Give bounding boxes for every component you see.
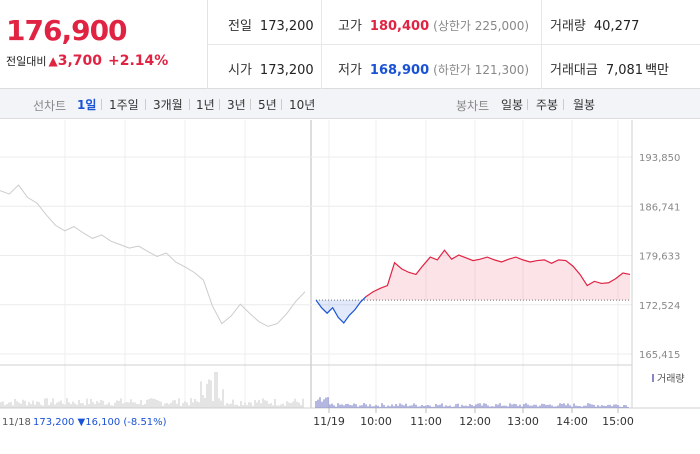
stat-label: 고가 <box>338 19 362 34</box>
divider <box>208 44 700 45</box>
stat-amount: 거래대금 7,081 백만 <box>550 59 669 78</box>
stat-label: 저가 <box>338 63 362 78</box>
y-tick-label: 172,524 <box>639 301 680 312</box>
stat-value: 173,200 <box>259 63 314 78</box>
tab-3year[interactable]: 3년 <box>227 98 246 112</box>
stat-volume: 거래량 40,277 <box>550 15 639 34</box>
down-area <box>316 296 366 323</box>
stat-unit: 백만 <box>645 63 669 78</box>
y-tick-label: 193,850 <box>639 153 680 164</box>
tab-5year[interactable]: 5년 <box>258 98 277 112</box>
stat-prev-close: 전일 173,200 <box>228 15 314 34</box>
stat-value: 180,400 <box>369 19 430 34</box>
upper-limit: (상한가 225,000) <box>433 19 530 33</box>
stat-value: 173,200 <box>259 19 314 34</box>
tab-monthly-candle[interactable]: 월봉 <box>573 98 596 112</box>
y-tick-label: 186,741 <box>639 202 680 213</box>
divider <box>321 0 322 89</box>
x-tick-label: 11/19 <box>313 415 345 428</box>
stat-low: 저가 168,900 (하한가 121,300) <box>338 59 529 78</box>
stat-value: 40,277 <box>593 19 640 34</box>
volume-legend-label: 거래량 <box>657 373 685 385</box>
up-arrow-icon: ▲ <box>48 54 58 68</box>
chart-tab-bar: 선차트 1일 1주일 3개월 1년 3년 5년 10년 봉차트 일봉 주봉 월봉 <box>0 89 700 119</box>
tab-daily-candle[interactable]: 일봉 <box>501 98 524 112</box>
price-box: 176,900 전일대비 ▲3,700 +2.14% <box>0 0 208 89</box>
tab-10year[interactable]: 10년 <box>289 98 316 112</box>
tab-1day[interactable]: 1일 <box>77 98 97 112</box>
tab-1week[interactable]: 1주일 <box>109 98 139 112</box>
stat-value: 7,081 <box>605 63 644 78</box>
change-value: 3,700 <box>57 53 103 69</box>
stat-high: 고가 180,400 (상한가 225,000) <box>338 15 529 34</box>
lower-limit: (하한가 121,300) <box>433 63 530 77</box>
y-tick-label: 179,633 <box>639 252 680 263</box>
divider <box>563 99 564 110</box>
divider <box>219 99 220 110</box>
x-tick-label: 15:00 <box>602 415 634 428</box>
x-tick-label: 12:00 <box>459 415 491 428</box>
stat-value: 168,900 <box>369 63 430 78</box>
prev-day-date: 11/18 <box>2 417 31 428</box>
x-tick-label: 11:00 <box>410 415 442 428</box>
stat-open: 시가 173,200 <box>228 59 314 78</box>
today-down-line <box>315 296 367 324</box>
tab-1year[interactable]: 1년 <box>196 98 215 112</box>
prev-day-summary: 173,200 ▼16,100 (-8.51%) <box>33 417 167 428</box>
quote-header: 176,900 전일대비 ▲3,700 +2.14% 전일 173,200 시가 173… <box>0 0 700 89</box>
divider <box>101 99 102 110</box>
divider <box>189 99 190 110</box>
stat-label: 시가 <box>228 63 252 78</box>
x-tick-label: 10:00 <box>360 415 392 428</box>
tab-3month[interactable]: 3개월 <box>153 98 183 112</box>
stat-label: 거래량 <box>550 19 586 34</box>
price-change: 전일대비 ▲3,700 +2.14% <box>6 53 168 69</box>
current-price: 176,900 <box>6 14 128 47</box>
divider <box>541 0 542 89</box>
divider <box>281 99 282 110</box>
candle-chart-label: 봉차트 <box>456 99 490 113</box>
divider <box>527 99 528 110</box>
prev-day-line <box>0 184 306 327</box>
stat-label: 거래대금 <box>550 63 598 78</box>
line-chart-label: 선차트 <box>33 99 67 113</box>
price-chart[interactable]: 193,850 186,741 179,633 172,524 165,415 거래량 … <box>0 120 700 450</box>
quote-stats: 전일 173,200 시가 173,200 고가 180,400 (상한가 225,00… <box>208 0 700 89</box>
x-tick-label: 14:00 <box>556 415 588 428</box>
volume-legend-swatch <box>652 374 654 382</box>
x-tick-label: 13:00 <box>507 415 539 428</box>
change-percent: +2.14% <box>108 53 169 69</box>
y-tick-label: 165,415 <box>639 350 680 361</box>
today-up-line <box>365 249 631 298</box>
stat-label: 전일 <box>228 19 252 34</box>
divider <box>250 99 251 110</box>
divider <box>145 99 146 110</box>
up-area <box>366 250 630 301</box>
change-label: 전일대비 <box>6 55 47 68</box>
tab-weekly-candle[interactable]: 주봉 <box>536 98 559 112</box>
